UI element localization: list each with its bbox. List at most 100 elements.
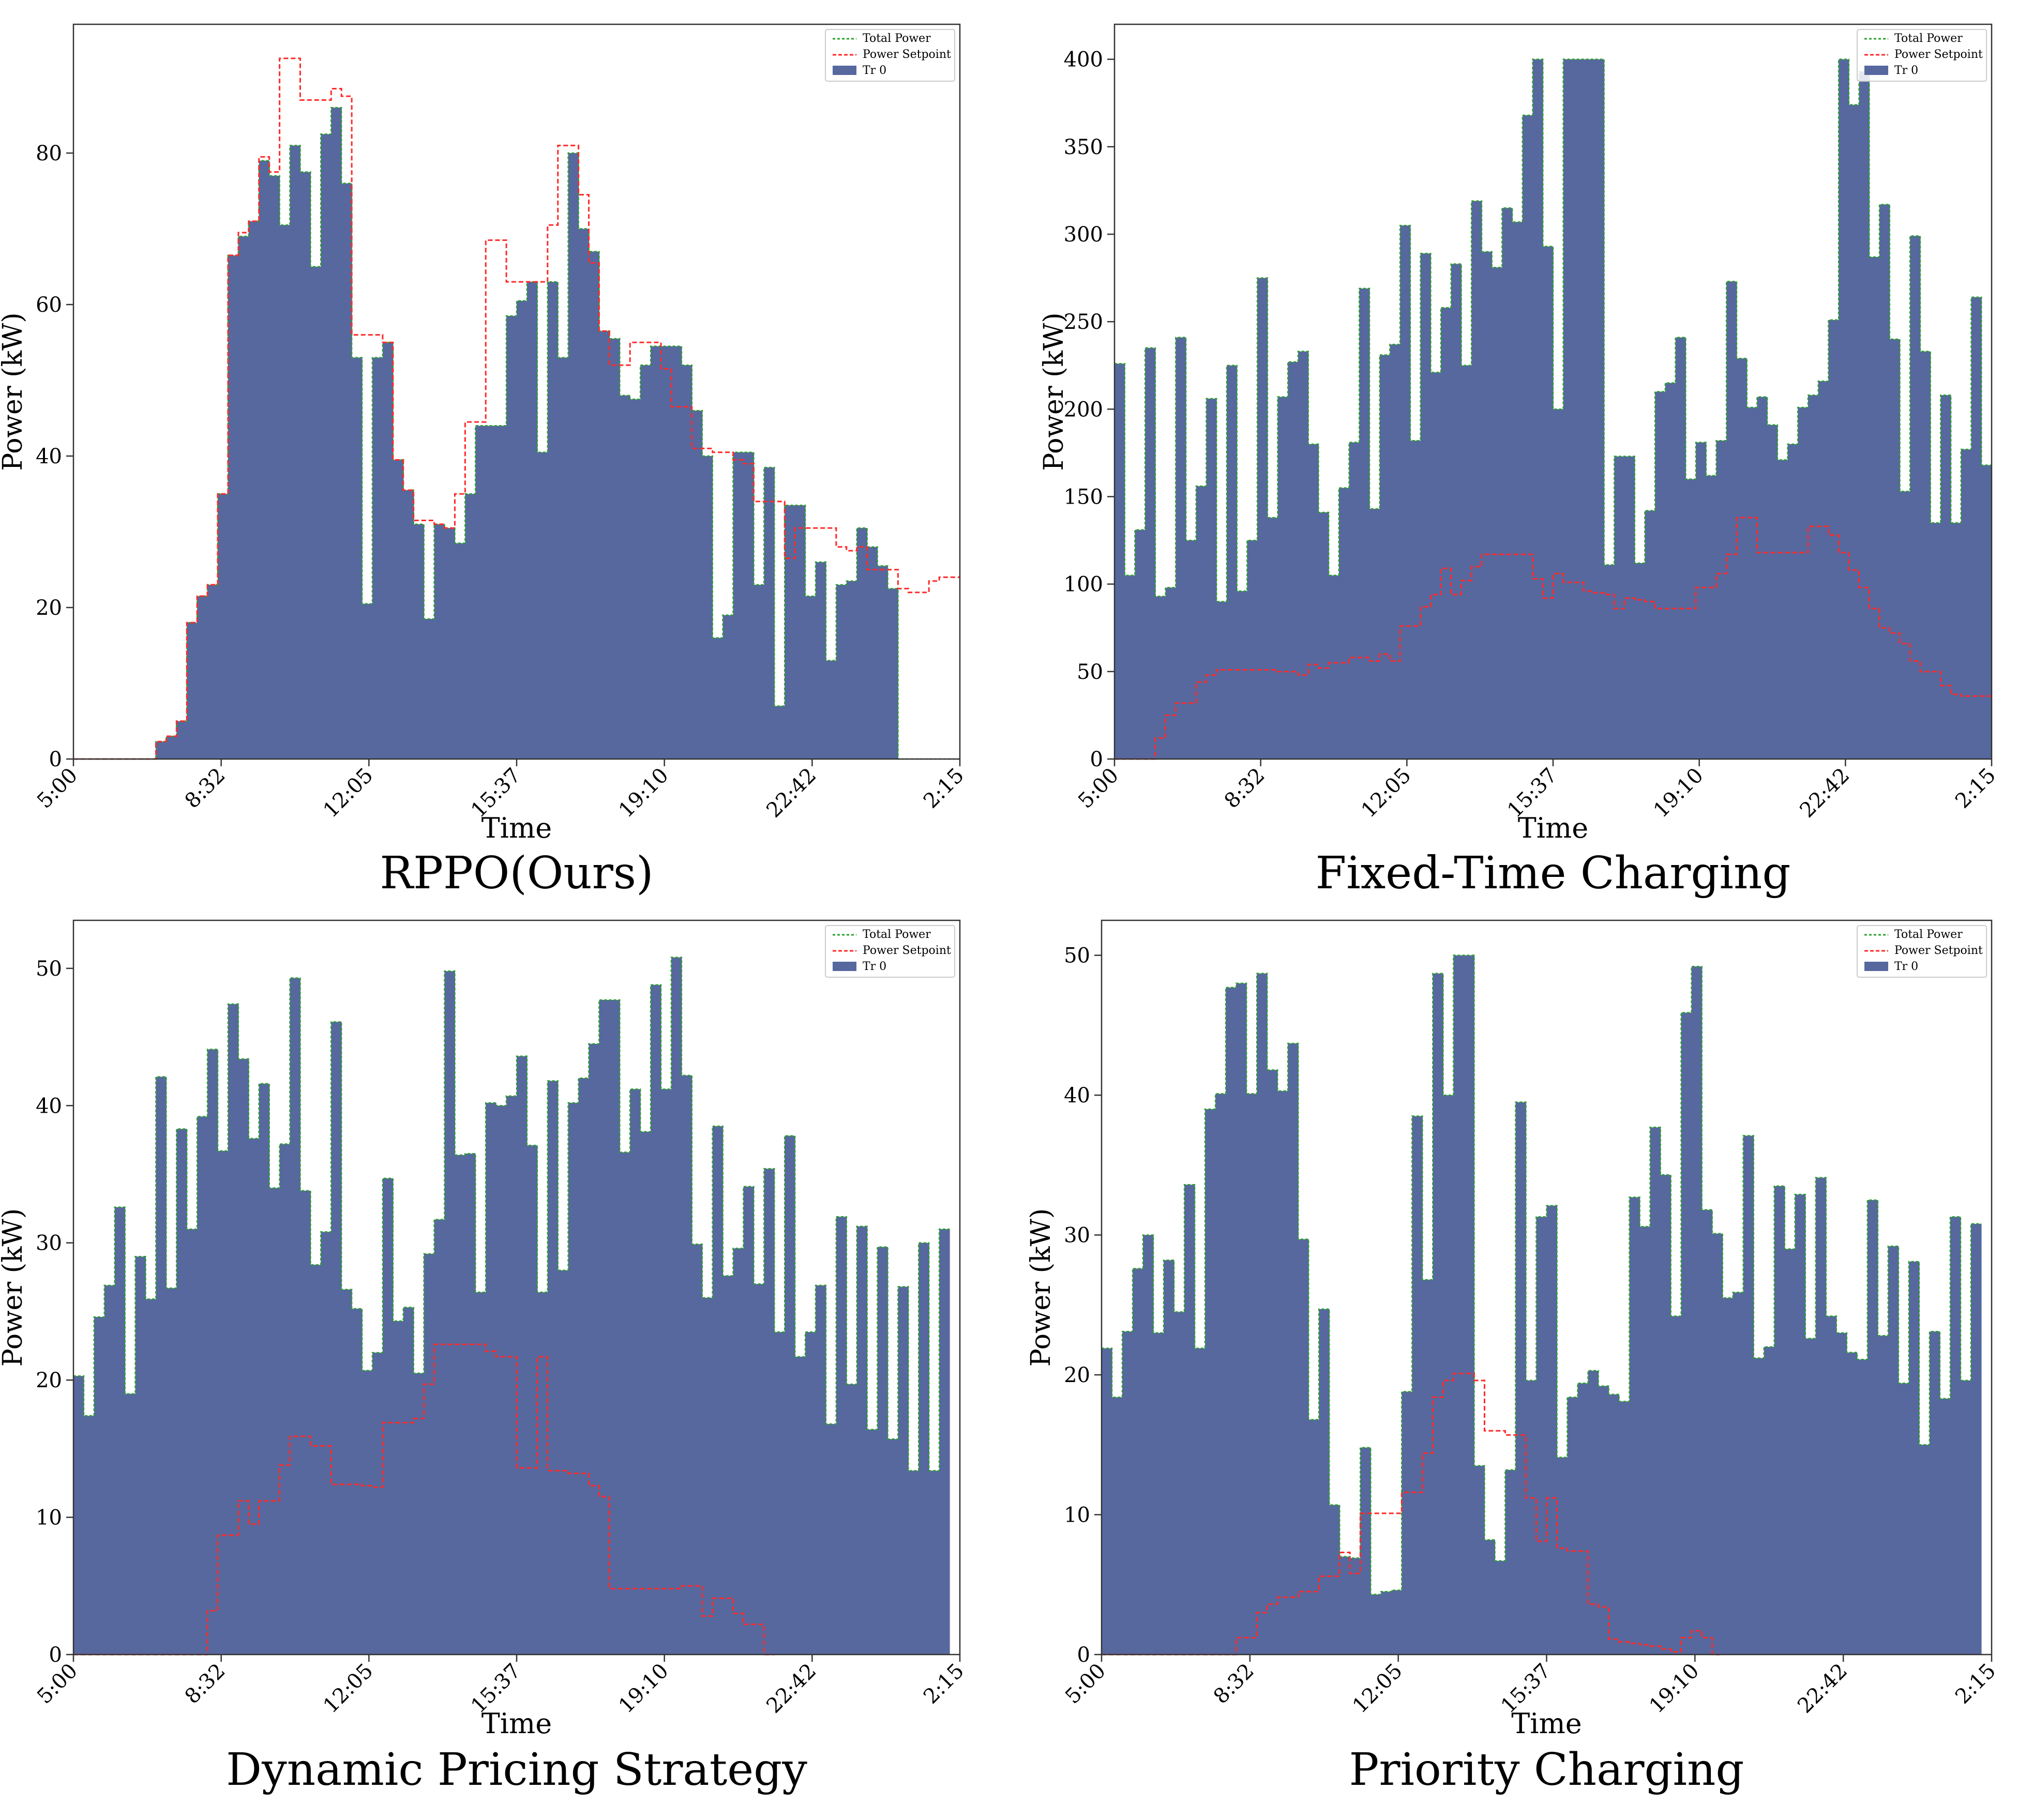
bar <box>1155 596 1166 759</box>
bar <box>526 1145 538 1655</box>
bar <box>1584 59 1594 759</box>
legend: Total Power Power Setpoint Tr 0 <box>1857 29 1987 82</box>
bar <box>795 1357 806 1655</box>
bar <box>568 1103 579 1655</box>
bar <box>568 153 579 759</box>
bar <box>795 505 806 759</box>
x-tick-label: 12:05 <box>319 764 378 823</box>
bar <box>1526 1380 1537 1655</box>
bar <box>1757 397 1768 759</box>
bar <box>1515 1102 1527 1655</box>
bar <box>1567 1397 1578 1655</box>
y-tick-label: 350 <box>1064 135 1103 159</box>
bar <box>1391 1590 1402 1655</box>
x-tick-label: 22:42 <box>1793 1659 1852 1718</box>
y-tick-label: 40 <box>36 445 62 468</box>
x-tick-label: 22:42 <box>762 764 821 823</box>
bar <box>1412 1116 1423 1655</box>
bar <box>898 1286 909 1655</box>
bar <box>702 456 713 759</box>
legend-label: Tr 0 <box>1894 960 1918 973</box>
legend-label: Tr 0 <box>863 960 886 973</box>
bar <box>455 543 465 759</box>
bar <box>877 1247 888 1655</box>
bar <box>1153 1332 1164 1655</box>
bar <box>1645 510 1655 759</box>
x-tick-label: 2:15 <box>1951 1659 2000 1709</box>
bar <box>496 1105 507 1655</box>
bar <box>1920 351 1931 759</box>
bar <box>1474 1465 1485 1655</box>
bar <box>1828 320 1839 759</box>
bar <box>1390 344 1400 759</box>
bar <box>846 581 857 759</box>
bar <box>444 528 456 759</box>
bar <box>1726 281 1737 759</box>
bar <box>1889 339 1901 759</box>
bar <box>1846 1352 1858 1655</box>
bar <box>1164 1260 1174 1655</box>
bar <box>691 411 703 759</box>
y-tick-label: 40 <box>1064 1084 1090 1108</box>
y-tick-label: 30 <box>1064 1224 1090 1248</box>
bar <box>228 1004 239 1655</box>
bar <box>1604 565 1615 759</box>
bar <box>1360 1447 1371 1655</box>
bar <box>1195 1348 1206 1655</box>
bar <box>620 1152 630 1655</box>
bar <box>702 1297 713 1655</box>
bar <box>1598 1386 1609 1655</box>
bar <box>846 1384 857 1655</box>
bar <box>1746 407 1758 759</box>
bar <box>609 999 620 1655</box>
bar <box>1577 1383 1589 1655</box>
bar <box>825 1424 837 1655</box>
chart-title: Dynamic Pricing Strategy <box>226 1744 807 1796</box>
bar <box>939 1229 950 1655</box>
bar <box>1665 383 1676 759</box>
bar <box>754 1284 764 1655</box>
bar <box>1371 1594 1381 1655</box>
x-tick-label: 8:32 <box>1220 764 1270 813</box>
y-tick-label: 30 <box>36 1232 62 1255</box>
bar <box>382 1178 394 1655</box>
bar <box>290 145 301 759</box>
legend: Total Power Power Setpoint Tr 0 <box>1857 925 1987 978</box>
bar <box>1898 1383 1909 1655</box>
legend-label: Tr 0 <box>1894 64 1918 77</box>
bar <box>1308 1419 1319 1655</box>
bar <box>1122 1331 1133 1655</box>
bar <box>856 1226 868 1655</box>
bar <box>1722 1298 1734 1655</box>
bar <box>1869 256 1880 760</box>
bar <box>279 225 291 760</box>
bar <box>1502 208 1513 759</box>
x-tick-label: 5:00 <box>33 764 82 813</box>
bar <box>733 1248 744 1655</box>
bar <box>372 357 383 759</box>
y-tick-label: 0 <box>1090 748 1103 771</box>
bar <box>651 984 661 1655</box>
bar <box>352 1309 363 1655</box>
bar <box>1381 1591 1392 1655</box>
bar <box>1573 59 1584 759</box>
bar <box>269 175 280 759</box>
bar <box>403 1307 414 1655</box>
legend: Total Power Power Setpoint Tr 0 <box>825 925 955 978</box>
bar <box>1753 1358 1765 1655</box>
bar <box>1767 424 1778 759</box>
y-tick-label: 100 <box>1064 573 1103 597</box>
legend-label: Total Power <box>1894 928 1963 941</box>
bar <box>1619 1401 1630 1655</box>
bar <box>248 221 260 759</box>
x-tick-label: 19:10 <box>1645 1659 1704 1718</box>
bar <box>1267 518 1278 759</box>
bar <box>321 1232 332 1655</box>
legend: Total Power Power Setpoint Tr 0 <box>825 29 955 82</box>
bar <box>1410 441 1421 759</box>
bar <box>856 528 868 759</box>
x-tick-label: 12:05 <box>319 1659 378 1718</box>
bar <box>1135 529 1146 759</box>
bar <box>1481 251 1493 760</box>
